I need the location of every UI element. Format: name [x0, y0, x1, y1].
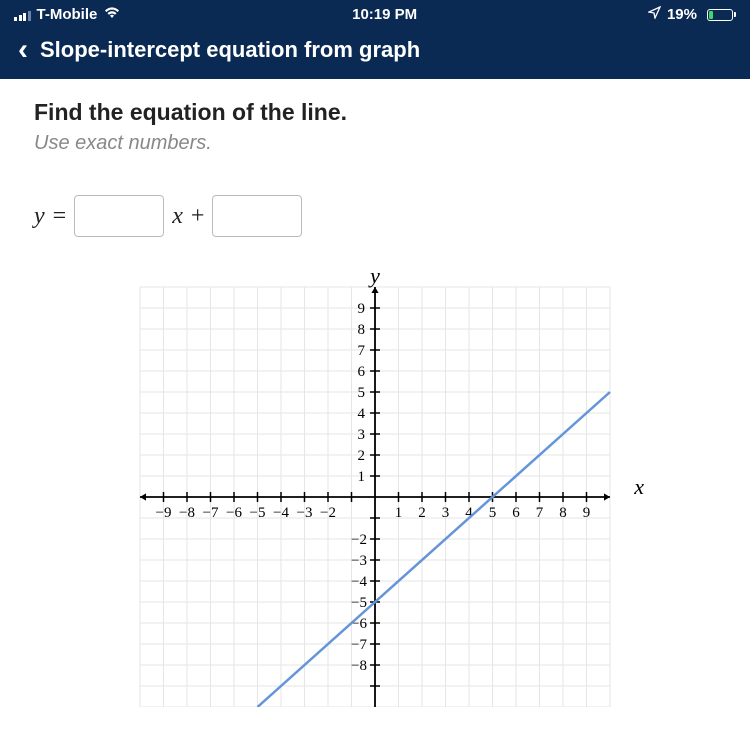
nav-bar: ‹ Slope-intercept equation from graph [0, 25, 750, 79]
svg-text:−2: −2 [351, 532, 367, 548]
svg-text:1: 1 [395, 505, 403, 521]
slope-input[interactable] [74, 195, 164, 237]
svg-text:6: 6 [358, 364, 366, 380]
equation-plus: + [191, 203, 205, 230]
svg-text:−3: −3 [297, 505, 313, 521]
content: Find the equation of the line. Use exact… [0, 79, 750, 707]
question-hint: Use exact numbers. [34, 132, 716, 155]
svg-text:−2: −2 [320, 505, 336, 521]
svg-text:−5: −5 [250, 505, 266, 521]
intercept-input[interactable] [212, 195, 302, 237]
svg-text:2: 2 [418, 505, 426, 521]
back-button[interactable]: ‹ [18, 35, 28, 65]
svg-text:4: 4 [358, 406, 366, 422]
question-prompt: Find the equation of the line. [34, 99, 716, 126]
svg-text:−6: −6 [351, 616, 367, 632]
wifi-icon [103, 6, 121, 23]
svg-text:1: 1 [358, 469, 366, 485]
svg-text:−8: −8 [351, 658, 367, 674]
chart-svg: −9−8−7−6−5−4−3−2123456789123456789−2−3−4… [130, 267, 620, 707]
equation-row: y = x + [34, 195, 716, 237]
carrier-label: T-Mobile [37, 6, 98, 23]
svg-text:−5: −5 [351, 595, 367, 611]
svg-text:9: 9 [358, 301, 366, 317]
svg-text:−4: −4 [273, 505, 289, 521]
svg-text:−8: −8 [179, 505, 195, 521]
svg-text:5: 5 [358, 385, 366, 401]
battery-pct: 19% [667, 6, 697, 23]
status-right: 19% [648, 6, 736, 23]
svg-text:−6: −6 [226, 505, 242, 521]
svg-text:−7: −7 [203, 505, 219, 521]
svg-text:2: 2 [358, 448, 366, 464]
location-icon [648, 6, 661, 23]
equation-equals: = [53, 203, 67, 230]
battery-icon [703, 9, 736, 21]
svg-text:8: 8 [358, 322, 366, 338]
svg-text:5: 5 [489, 505, 497, 521]
chart: y x −9−8−7−6−5−4−3−2123456789123456789−2… [130, 267, 620, 707]
signal-icon [14, 9, 31, 21]
page-title: Slope-intercept equation from graph [40, 37, 420, 63]
svg-text:−4: −4 [351, 574, 367, 590]
equation-lhs: y [34, 203, 45, 230]
y-axis-label: y [370, 263, 380, 289]
status-time: 10:19 PM [352, 6, 417, 23]
svg-text:3: 3 [442, 505, 450, 521]
svg-text:6: 6 [512, 505, 520, 521]
svg-text:−3: −3 [351, 553, 367, 569]
svg-text:−7: −7 [351, 637, 367, 653]
svg-text:7: 7 [536, 505, 544, 521]
svg-text:7: 7 [358, 343, 366, 359]
svg-text:9: 9 [583, 505, 591, 521]
x-axis-label: x [634, 474, 644, 500]
svg-text:3: 3 [358, 427, 366, 443]
svg-text:8: 8 [559, 505, 567, 521]
svg-text:−9: −9 [156, 505, 172, 521]
status-bar: T-Mobile 10:19 PM 19% [0, 0, 750, 25]
status-left: T-Mobile [14, 6, 121, 23]
equation-var: x [172, 203, 183, 230]
